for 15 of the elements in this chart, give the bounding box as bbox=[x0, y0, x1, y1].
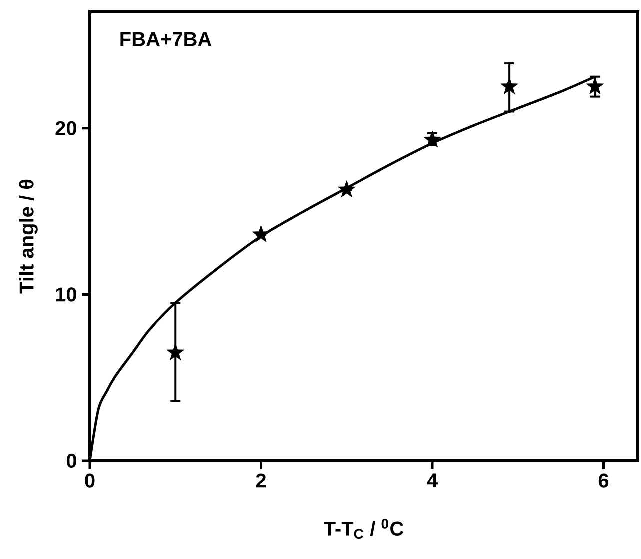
x-tick-label: 2 bbox=[256, 474, 266, 488]
x-tick-label: 6 bbox=[598, 474, 609, 488]
point bbox=[500, 78, 518, 94]
annotation: FBA+7BA bbox=[120, 32, 212, 46]
point bbox=[252, 226, 270, 242]
point bbox=[424, 130, 442, 148]
x-tick-label: 4 bbox=[427, 474, 438, 488]
x-tick-label: 0 bbox=[85, 474, 95, 488]
y-tick-label: 20 bbox=[56, 121, 76, 136]
y-tick-label: 0 bbox=[66, 454, 76, 468]
y-tick-label: 10 bbox=[56, 288, 76, 302]
y-axis-title: Tilt angle / θ bbox=[19, 180, 38, 294]
point bbox=[166, 344, 184, 360]
x-axis-title: T-T$_{C}$ / $^{0}$C bbox=[324, 519, 404, 540]
point bbox=[338, 180, 356, 198]
